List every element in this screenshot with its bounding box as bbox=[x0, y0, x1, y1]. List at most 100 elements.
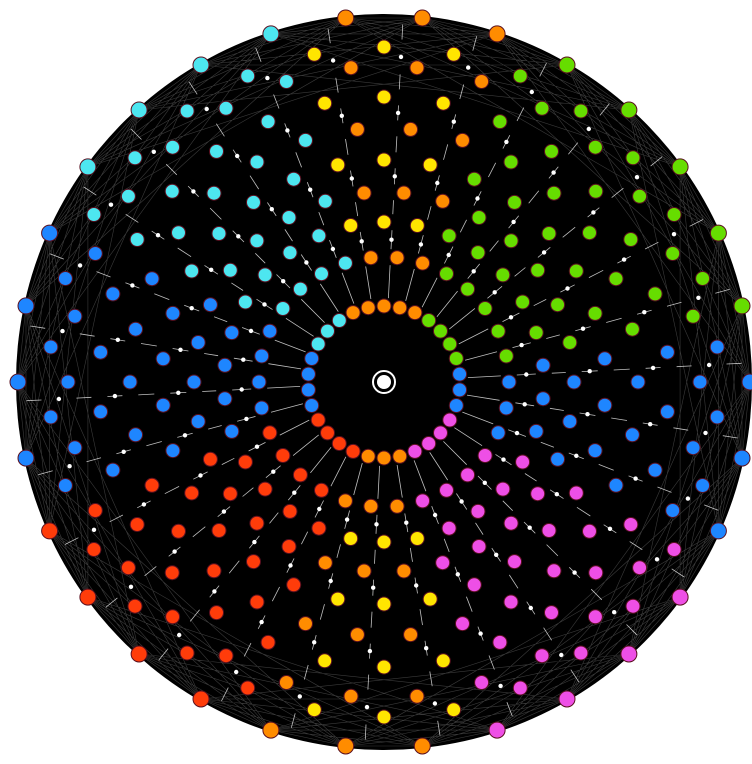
vertex-node bbox=[179, 103, 195, 119]
vertex-node bbox=[442, 412, 458, 428]
white-vertex bbox=[182, 433, 188, 438]
white-vertex bbox=[254, 444, 260, 449]
white-vertex bbox=[128, 584, 134, 589]
vertex-node bbox=[254, 400, 270, 416]
vertex-node bbox=[550, 451, 566, 467]
white-vertex bbox=[519, 342, 524, 348]
vertex-node bbox=[623, 517, 639, 532]
vertex-node bbox=[360, 300, 376, 316]
vertex-node bbox=[588, 565, 604, 581]
center-node bbox=[377, 375, 391, 389]
vertex-node bbox=[306, 46, 322, 62]
vertex-node bbox=[87, 246, 103, 261]
vertex-node bbox=[389, 498, 405, 514]
white-vertex bbox=[591, 210, 596, 215]
vertex-node bbox=[666, 542, 682, 557]
vertex-node bbox=[435, 653, 451, 669]
white-vertex bbox=[607, 526, 613, 531]
vertex-node bbox=[534, 648, 550, 664]
vertex-node bbox=[320, 425, 335, 441]
vertex-node bbox=[448, 398, 464, 413]
vertex-node bbox=[435, 555, 451, 571]
vertex-node bbox=[281, 539, 297, 554]
vertex-node bbox=[597, 397, 613, 413]
vertex-node bbox=[304, 351, 320, 366]
vertex-node bbox=[224, 325, 240, 341]
vertex-node bbox=[685, 440, 701, 456]
vertex-node bbox=[409, 218, 425, 233]
vertex-node bbox=[376, 659, 392, 675]
white-vertex bbox=[696, 295, 701, 300]
white-vertex bbox=[634, 175, 640, 180]
white-vertex bbox=[359, 239, 364, 244]
vertex-node bbox=[292, 281, 308, 297]
white-vertex bbox=[478, 631, 483, 636]
vertex-node bbox=[685, 308, 701, 324]
vertex-node bbox=[155, 351, 171, 367]
vertex-node bbox=[446, 702, 462, 718]
white-vertex bbox=[177, 632, 182, 638]
vertex-node bbox=[337, 493, 353, 509]
vertex-node bbox=[474, 675, 490, 690]
vertex-node bbox=[165, 443, 181, 459]
white-vertex bbox=[671, 232, 677, 237]
vertex-node bbox=[630, 374, 646, 390]
white-vertex bbox=[612, 610, 617, 615]
vertex-node bbox=[597, 351, 613, 367]
vertex-node bbox=[306, 702, 322, 718]
vertex-node bbox=[588, 183, 604, 199]
white-vertex bbox=[248, 328, 254, 334]
vertex-node bbox=[120, 188, 136, 204]
vertex-node bbox=[217, 357, 233, 373]
white-vertex bbox=[580, 326, 586, 331]
vertex-node bbox=[144, 271, 160, 287]
vertex-node bbox=[317, 193, 333, 209]
vertex-node bbox=[442, 336, 458, 352]
vertex-node bbox=[558, 56, 576, 74]
vertex-node bbox=[67, 308, 83, 324]
vertex-node bbox=[251, 374, 267, 390]
white-vertex bbox=[269, 207, 274, 212]
vertex-node bbox=[477, 448, 493, 463]
vertex-node bbox=[218, 648, 234, 664]
vertex-node bbox=[530, 262, 546, 278]
white-vertex bbox=[349, 176, 354, 181]
vertex-node bbox=[733, 449, 751, 467]
white-vertex bbox=[189, 306, 194, 311]
white-vertex bbox=[446, 252, 451, 258]
vertex-node bbox=[477, 301, 493, 316]
vertex-node bbox=[217, 391, 233, 407]
vertex-node bbox=[257, 481, 273, 497]
vertex-node bbox=[249, 154, 265, 170]
vertex-node bbox=[127, 150, 143, 166]
vertex-node bbox=[632, 188, 648, 204]
vertex-node bbox=[695, 271, 711, 286]
white-vertex bbox=[77, 263, 83, 268]
vertex-node bbox=[562, 335, 578, 350]
vertex-node bbox=[218, 100, 234, 116]
vertex-node bbox=[130, 645, 148, 663]
vertex-node bbox=[222, 262, 238, 278]
white-vertex bbox=[371, 585, 376, 590]
vertex-node bbox=[356, 185, 372, 201]
vertex-node bbox=[130, 101, 148, 119]
vertex-node bbox=[608, 271, 624, 287]
vertex-node bbox=[507, 194, 522, 210]
vertex-node bbox=[403, 121, 419, 137]
white-vertex bbox=[239, 387, 244, 392]
white-vertex bbox=[522, 402, 527, 407]
white-vertex bbox=[236, 234, 241, 239]
vertex-node bbox=[155, 397, 171, 413]
vertex-node bbox=[278, 675, 294, 690]
white-vertex bbox=[392, 174, 397, 179]
white-vertex bbox=[572, 570, 577, 575]
white-vertex bbox=[524, 372, 529, 377]
vertex-node bbox=[292, 467, 308, 483]
vertex-node bbox=[9, 373, 27, 391]
vertex-node bbox=[57, 271, 73, 286]
vertex-node bbox=[209, 143, 224, 159]
vertex-node bbox=[331, 436, 347, 451]
vertex-node bbox=[249, 515, 265, 531]
vertex-node bbox=[625, 150, 641, 166]
white-vertex bbox=[262, 302, 267, 307]
